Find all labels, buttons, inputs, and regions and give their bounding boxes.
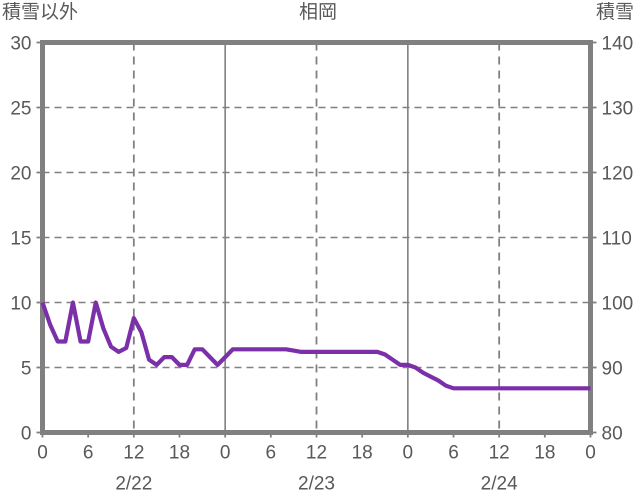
left-tick-label: 20 [10,164,31,185]
left-tick-label: 0 [21,424,32,445]
x-tick-label: 6 [448,443,459,464]
day-label: 2/24 [481,474,518,495]
right-tick-label: 110 [602,229,632,250]
right-tick-label: 100 [602,294,634,315]
x-tick-label: 6 [83,443,94,464]
x-tick-label: 18 [352,443,373,464]
x-tick-label: 6 [266,443,277,464]
left-axis-tick-labels: 0 5 10 15 20 25 30 [10,34,31,445]
x-tick-label: 0 [403,443,414,464]
right-tick-label: 90 [602,359,623,380]
right-tick-label: 140 [602,34,634,55]
left-tick-label: 30 [10,34,31,55]
left-tick-label: 25 [10,99,31,120]
left-tick-label: 5 [21,359,32,380]
x-tick-label: 0 [37,443,48,464]
series-line-1 [40,300,591,391]
x-tick-label: 0 [585,443,596,464]
x-tick-label: 18 [169,443,190,464]
right-axis-tick-labels: 80 90 100 110 120 130 140 [602,34,634,445]
left-axis-title: 積雪以外 [2,2,79,23]
right-tick-label: 80 [602,424,623,445]
plot-frame [40,40,593,435]
day-label: 2/23 [298,474,335,495]
chart-title: 相岡 [298,2,337,23]
right-axis-title: 積雪 [595,2,634,23]
x-tick-label: 12 [306,443,327,464]
day-label: 2/22 [115,474,152,495]
left-tick-label: 10 [10,294,31,315]
right-tick-label: 130 [602,99,634,120]
vertical-gridlines [132,42,501,433]
x-tick-label: 0 [220,443,231,464]
x-tick-label: 12 [489,443,510,464]
x-axis-day-labels: 2/22 2/23 2/24 [115,474,518,495]
right-tick-label: 120 [602,164,634,185]
x-axis-tick-labels: 0 6 12 18 0 6 12 18 0 6 12 18 0 [37,443,596,464]
series-lines [40,300,591,391]
x-tick-label: 12 [123,443,144,464]
x-tick-label: 18 [534,443,555,464]
left-tick-label: 15 [10,229,31,250]
